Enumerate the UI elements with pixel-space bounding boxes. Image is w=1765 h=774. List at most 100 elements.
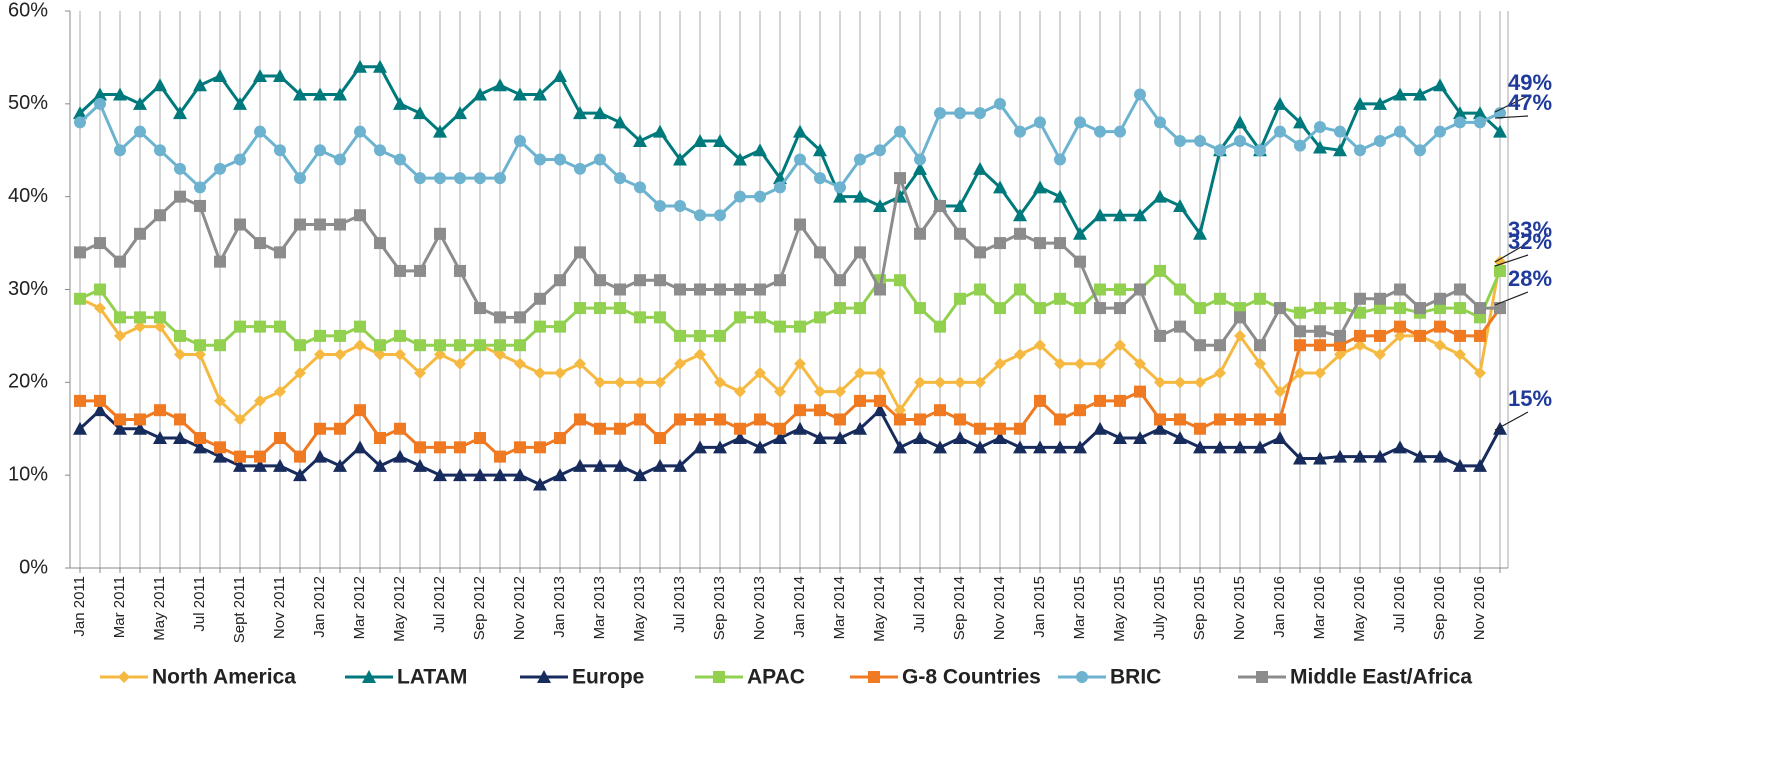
point: [874, 283, 886, 296]
point: [1374, 302, 1386, 315]
point: [1034, 394, 1046, 407]
point: [1234, 413, 1246, 426]
point: [1033, 440, 1047, 454]
point: [853, 421, 867, 435]
point: [674, 199, 686, 212]
y-tick-label: 0%: [19, 556, 48, 578]
point: [873, 198, 887, 212]
point: [1234, 329, 1246, 342]
point: [533, 477, 547, 491]
point: [213, 68, 227, 82]
point: [1073, 440, 1087, 454]
legend-item: North America: [100, 666, 296, 689]
point: [894, 172, 906, 185]
point: [1334, 329, 1346, 342]
point: [133, 96, 147, 110]
point: [874, 144, 886, 157]
point: [694, 209, 706, 222]
point: [974, 283, 986, 296]
point: [534, 367, 546, 380]
point: [1113, 431, 1127, 445]
leader-line: [1494, 95, 1529, 113]
point: [694, 329, 706, 342]
point: [934, 199, 946, 212]
point: [573, 106, 587, 120]
point: [194, 181, 206, 194]
legend-label: Europe: [572, 666, 644, 689]
point: [74, 246, 86, 259]
x-tick-label: Nov 2013: [751, 576, 768, 640]
series: [74, 88, 1506, 222]
point: [434, 348, 446, 361]
point: [334, 422, 346, 435]
point: [1174, 283, 1186, 296]
point: [94, 302, 106, 315]
point: [334, 218, 346, 231]
point: [234, 413, 246, 426]
point: [574, 302, 586, 315]
leader-line: [1494, 291, 1529, 306]
point: [134, 320, 146, 333]
point: [1233, 440, 1247, 454]
point: [1014, 422, 1026, 435]
point: [434, 227, 446, 240]
leader-line: [1494, 115, 1529, 119]
point: [153, 78, 167, 92]
point: [1154, 413, 1166, 426]
point: [1473, 106, 1487, 120]
point: [174, 190, 186, 203]
point: [793, 124, 807, 138]
point: [634, 181, 646, 194]
x-tick-label: Jan 2013: [551, 576, 568, 638]
point: [1474, 302, 1486, 315]
point: [1094, 302, 1106, 315]
point: [1093, 208, 1107, 222]
point: [1253, 440, 1267, 454]
legend-label: Middle East/Africa: [1290, 666, 1472, 689]
x-tick-label: July 2015: [1151, 576, 1168, 640]
point: [1134, 385, 1146, 398]
point: [333, 458, 347, 472]
point: [554, 274, 566, 287]
series: [74, 264, 1506, 352]
x-tick-label: Nov 2014: [991, 576, 1008, 640]
point: [1034, 116, 1046, 129]
x-tick-label: Sep 2016: [1431, 576, 1448, 640]
point: [894, 413, 906, 426]
point: [593, 106, 607, 120]
point: [1214, 144, 1226, 157]
x-tick-label: May 2016: [1351, 576, 1368, 642]
point: [694, 413, 706, 426]
point: [134, 311, 146, 324]
point: [594, 153, 606, 166]
point: [1453, 106, 1467, 120]
point: [454, 172, 466, 185]
point: [1393, 87, 1407, 101]
point: [754, 190, 766, 203]
point: [1034, 237, 1046, 250]
legend-item: LATAM: [345, 666, 467, 689]
point: [194, 432, 206, 445]
point: [1134, 357, 1146, 370]
leader-line: [1494, 254, 1529, 267]
point: [973, 161, 987, 175]
point: [674, 329, 686, 342]
point: [1393, 440, 1407, 454]
point: [594, 376, 606, 389]
point: [593, 458, 607, 472]
point: [1193, 440, 1207, 454]
point: [474, 172, 486, 185]
point: [814, 385, 826, 398]
point: [973, 440, 987, 454]
point: [1114, 283, 1126, 296]
point: [374, 348, 386, 361]
point: [833, 189, 847, 203]
point: [1074, 116, 1086, 129]
legend-marker: [537, 670, 551, 683]
point: [1313, 140, 1327, 154]
point: [534, 153, 546, 166]
point: [1353, 96, 1367, 110]
point: [174, 413, 186, 426]
legend-marker: [362, 670, 376, 683]
point: [1453, 458, 1467, 472]
